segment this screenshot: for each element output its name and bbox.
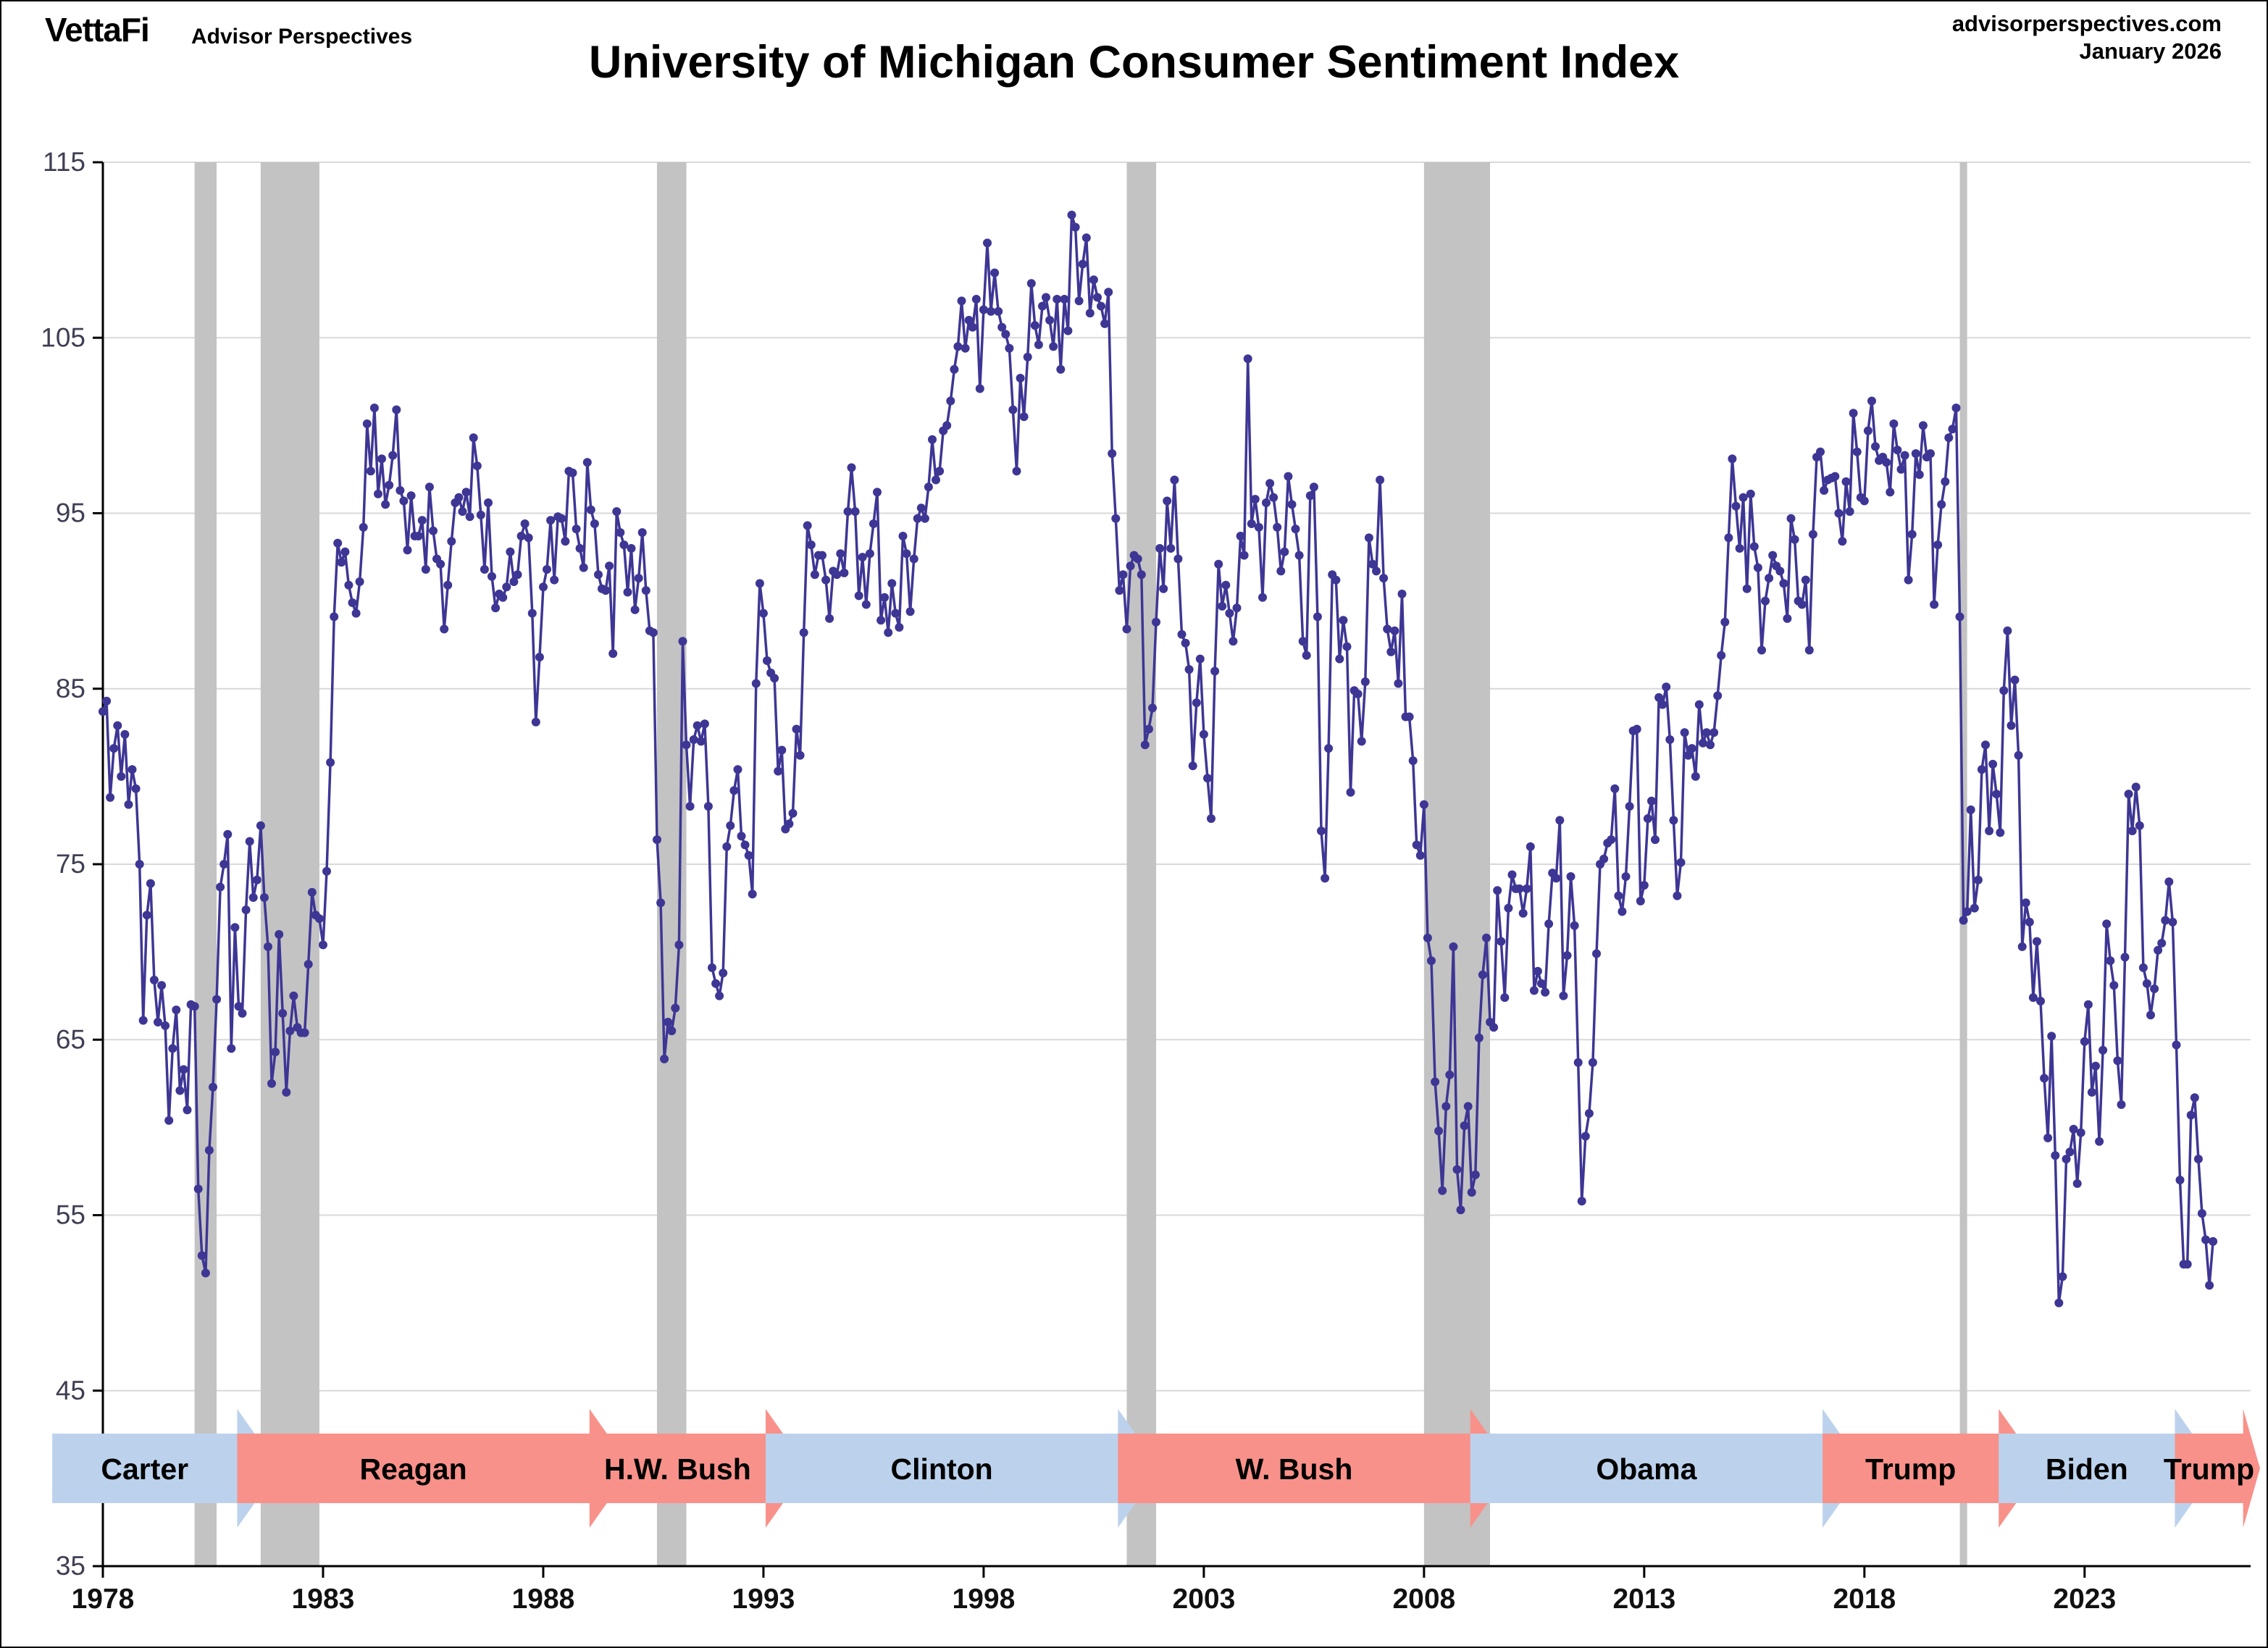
x-axis-label: 2023 — [2053, 1584, 2116, 1615]
x-axis-label: 2018 — [1833, 1584, 1896, 1615]
x-axis-label: 1998 — [953, 1584, 1016, 1615]
chart-title: University of Michigan Consumer Sentimen… — [588, 37, 1680, 88]
sentiment-line — [101, 213, 2214, 1305]
president-label: Obama — [1596, 1452, 1697, 1486]
president-label: Trump — [2164, 1452, 2254, 1486]
x-axis-label: 1978 — [72, 1584, 135, 1615]
vettafi-logo: VettaFi — [45, 11, 150, 49]
header-right: advisorperspectives.com January 2026 — [1952, 10, 2222, 65]
y-axis-label: 115 — [43, 147, 85, 177]
x-axis-label: 1983 — [292, 1584, 355, 1615]
y-axis-label: 105 — [41, 322, 85, 352]
president-arrow-obama — [1470, 1409, 1865, 1528]
x-axis-label: 1988 — [512, 1584, 575, 1615]
recession-band — [1126, 162, 1157, 1566]
site-url: advisorperspectives.com — [1951, 11, 2222, 36]
recession-band — [656, 162, 687, 1566]
president-arrow-carter — [52, 1409, 280, 1528]
president-arrow-trump — [2175, 1409, 2260, 1528]
recession-band — [260, 162, 319, 1566]
president-arrow-biden — [1999, 1409, 2217, 1528]
x-axis-label: 2003 — [1173, 1584, 1236, 1615]
president-label: Reagan — [360, 1452, 467, 1486]
y-axis-label: 65 — [56, 1024, 85, 1054]
president-label: Carter — [101, 1452, 188, 1486]
president-arrow-trump — [1823, 1409, 2041, 1528]
president-arrow-w-bush — [1118, 1409, 1512, 1528]
y-axis-label: 55 — [56, 1200, 85, 1230]
data-points — [99, 210, 2218, 1308]
president-arrow-clinton — [765, 1409, 1160, 1528]
y-axis-label: 35 — [56, 1551, 85, 1581]
x-axis-label: 2008 — [1392, 1584, 1455, 1615]
recession-band — [194, 162, 217, 1566]
y-axis-label: 95 — [56, 498, 85, 528]
y-axis-label: 75 — [56, 849, 85, 879]
x-axis-label: 1993 — [732, 1584, 795, 1615]
president-arrow-reagan — [237, 1409, 632, 1528]
brand-subtitle: Advisor Perspectives — [191, 25, 413, 49]
x-axis-label: 2013 — [1612, 1584, 1675, 1615]
president-arrow-h-w-bush — [589, 1409, 808, 1528]
president-label: H.W. Bush — [604, 1452, 751, 1486]
y-axis-label: 45 — [56, 1376, 85, 1405]
y-axis-label: 85 — [56, 674, 85, 703]
president-label: Clinton — [891, 1452, 993, 1486]
president-label: Biden — [2046, 1452, 2128, 1486]
recession-band — [1423, 162, 1491, 1566]
president-label: Trump — [1865, 1452, 1956, 1486]
president-label: W. Bush — [1236, 1452, 1353, 1486]
report-date: January 2026 — [2079, 38, 2222, 64]
